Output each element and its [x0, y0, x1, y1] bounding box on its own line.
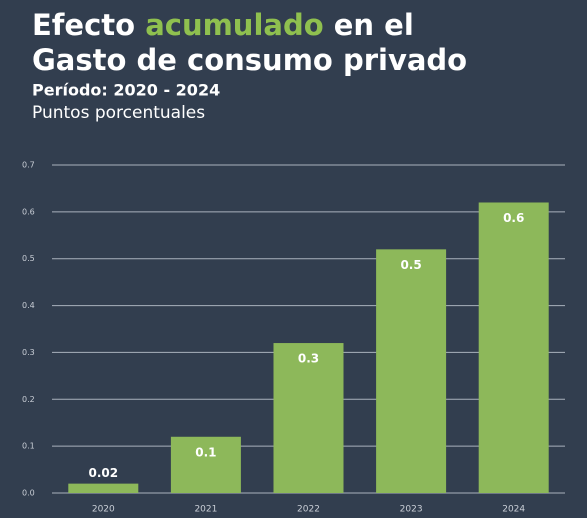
value-label: 0.6 [503, 211, 524, 225]
y-tick-label: 0.0 [22, 489, 35, 498]
bar [170, 436, 241, 493]
value-label: 0.02 [88, 466, 118, 480]
chart-title: Gasto de consumo privado [32, 43, 467, 77]
bar [478, 202, 549, 493]
y-tick-label: 0.4 [22, 301, 35, 310]
bar [376, 249, 447, 493]
y-tick-label: 0.3 [22, 348, 35, 357]
y-tick-label: 0.1 [22, 442, 35, 451]
y-tick-label: 0.5 [22, 254, 35, 263]
title-part: en el [334, 8, 414, 42]
chart-title: Efecto acumulado en el [32, 8, 414, 42]
y-tick-label: 0.7 [22, 161, 35, 170]
x-tick-label: 2023 [400, 505, 423, 515]
x-tick-label: 2021 [194, 505, 217, 515]
subtitle: Período: 2020 - 2024 [32, 81, 220, 100]
y-tick-label: 0.6 [22, 207, 35, 216]
x-tick-label: 2020 [92, 505, 115, 515]
bar [68, 483, 139, 493]
title-part: acumulado [145, 8, 323, 42]
value-label: 0.3 [298, 352, 319, 366]
bar [273, 343, 344, 493]
value-label: 0.1 [195, 445, 216, 459]
x-tick-label: 2024 [502, 505, 525, 515]
title-part: Efecto [32, 8, 135, 42]
x-tick-label: 2022 [297, 505, 320, 515]
y-tick-label: 0.2 [22, 395, 35, 404]
units: Puntos porcentuales [32, 103, 205, 123]
value-label: 0.5 [400, 258, 421, 272]
